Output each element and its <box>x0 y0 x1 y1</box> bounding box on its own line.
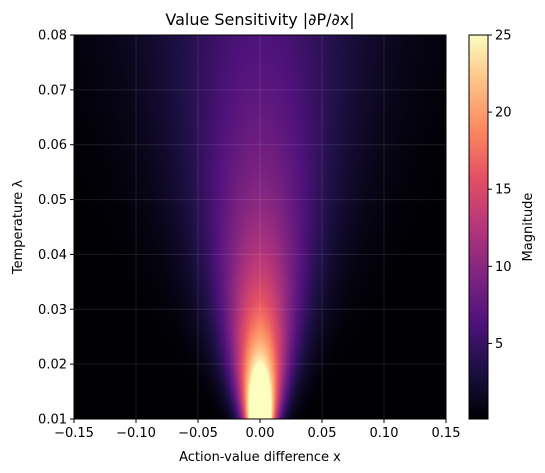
x-tick-label-0: −0.15 <box>54 426 94 441</box>
heatmap-surface <box>74 35 446 419</box>
x-tick-label-5: 0.10 <box>370 426 399 441</box>
colorbar-tick-label-0: 5 <box>495 337 503 352</box>
colorbar-title: Magnitude <box>521 193 536 262</box>
heatmap-plot-area <box>74 35 446 419</box>
y-axis-title: Temperature λ <box>11 180 26 275</box>
x-tick-label-6: 0.15 <box>432 426 461 441</box>
y-tick-label-2: 0.03 <box>38 303 67 318</box>
x-tick-label-2: −0.05 <box>178 426 218 441</box>
y-tick-label-3: 0.04 <box>38 248 67 263</box>
y-tick-label-7: 0.08 <box>38 29 67 44</box>
y-tick-label-6: 0.07 <box>38 83 67 98</box>
x-axis: −0.15 −0.10 −0.05 0.00 0.05 0.10 0.15 <box>54 419 460 441</box>
y-tick-label-0: 0.01 <box>38 413 67 428</box>
grid-lines <box>74 35 446 419</box>
y-tick-label-5: 0.06 <box>38 138 67 153</box>
chart-title: Value Sensitivity |∂P/∂x| <box>165 10 354 29</box>
colorbar-tick-label-2: 15 <box>495 183 512 198</box>
colorbar: 5 10 15 20 25 <box>468 29 512 420</box>
x-tick-label-3: 0.00 <box>246 426 275 441</box>
y-tick-label-1: 0.02 <box>38 358 67 373</box>
x-tick-label-4: 0.05 <box>308 426 337 441</box>
x-tick-label-1: −0.10 <box>116 426 156 441</box>
colorbar-tick-label-4: 25 <box>495 29 512 44</box>
y-tick-label-4: 0.05 <box>38 193 67 208</box>
x-axis-title: Action-value difference x <box>179 450 341 465</box>
y-axis: 0.01 0.02 0.03 0.04 0.05 0.06 0.07 0.08 <box>38 29 74 428</box>
heatmap-canvas <box>74 35 446 419</box>
colorbar-tick-label-3: 20 <box>495 106 512 121</box>
colorbar-tick-label-1: 10 <box>495 260 512 275</box>
colorbar-scale <box>468 34 489 420</box>
